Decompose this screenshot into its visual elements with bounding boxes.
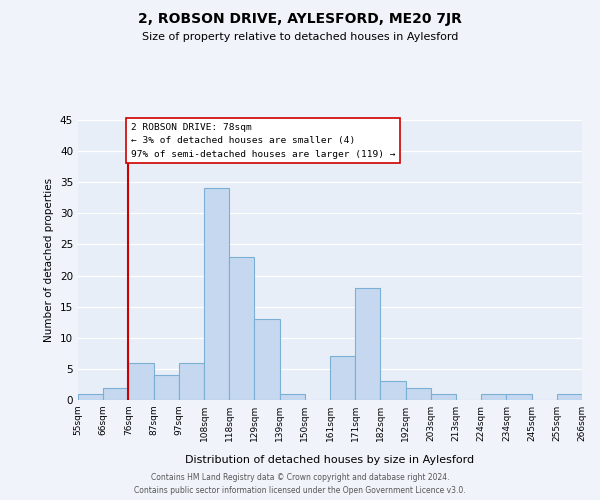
Bar <box>481 394 506 400</box>
Bar <box>330 356 355 400</box>
Bar <box>355 288 380 400</box>
X-axis label: Distribution of detached houses by size in Aylesford: Distribution of detached houses by size … <box>185 455 475 465</box>
Y-axis label: Number of detached properties: Number of detached properties <box>44 178 55 342</box>
Bar <box>103 388 128 400</box>
Text: 2, ROBSON DRIVE, AYLESFORD, ME20 7JR: 2, ROBSON DRIVE, AYLESFORD, ME20 7JR <box>138 12 462 26</box>
Bar <box>204 188 229 400</box>
Bar <box>128 362 154 400</box>
Bar <box>78 394 103 400</box>
Text: Contains HM Land Registry data © Crown copyright and database right 2024.: Contains HM Land Registry data © Crown c… <box>151 474 449 482</box>
Bar <box>229 257 254 400</box>
Text: Size of property relative to detached houses in Aylesford: Size of property relative to detached ho… <box>142 32 458 42</box>
Bar <box>406 388 431 400</box>
Bar <box>154 375 179 400</box>
Bar <box>380 382 406 400</box>
Bar <box>280 394 305 400</box>
Text: 2 ROBSON DRIVE: 78sqm
← 3% of detached houses are smaller (4)
97% of semi-detach: 2 ROBSON DRIVE: 78sqm ← 3% of detached h… <box>131 123 395 158</box>
Bar <box>431 394 456 400</box>
Bar <box>179 362 204 400</box>
Bar <box>557 394 582 400</box>
Text: Contains public sector information licensed under the Open Government Licence v3: Contains public sector information licen… <box>134 486 466 495</box>
Bar <box>254 319 280 400</box>
Bar <box>506 394 532 400</box>
